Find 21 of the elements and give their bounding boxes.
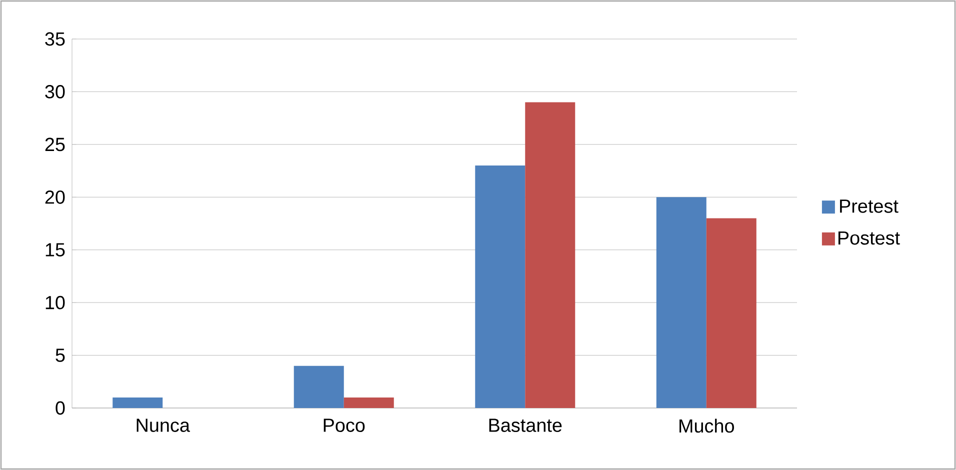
y-tick-label: 25 (45, 138, 65, 152)
y-tick-label: 30 (45, 85, 65, 98)
y-tick-label: 15 (46, 243, 65, 256)
y-tick-label: 0 (56, 401, 65, 415)
x-tick-label: Mucho (680, 418, 734, 433)
legend-label: Postest (838, 232, 900, 245)
bar (656, 197, 706, 408)
bar (475, 166, 526, 408)
bar (112, 397, 163, 408)
bar (344, 397, 394, 408)
y-tick-label: 5 (56, 348, 65, 362)
x-tick-label: Bastante (489, 418, 562, 432)
bar (525, 102, 576, 408)
bar (706, 218, 756, 408)
y-tick-label: 35 (45, 32, 65, 46)
x-tick-label: Poco (324, 418, 365, 432)
legend-label: Pretest (840, 200, 898, 213)
y-tick-label: 20 (45, 190, 65, 204)
y-tick-label: 10 (46, 296, 65, 310)
x-tick-label: Nunca (136, 418, 190, 432)
bar (294, 366, 344, 408)
